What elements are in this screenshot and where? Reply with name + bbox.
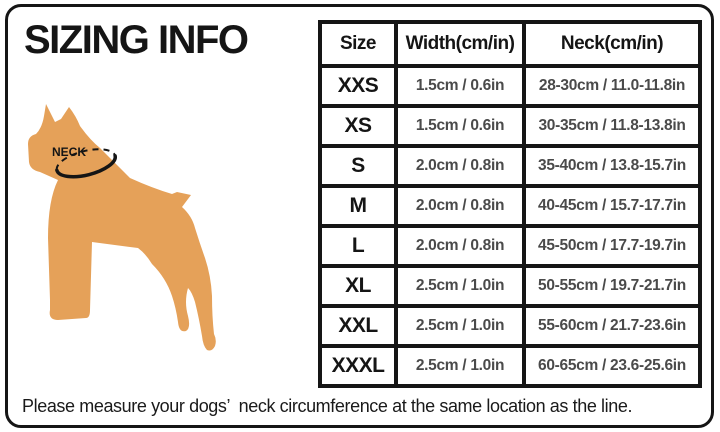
- size-label: L: [318, 224, 398, 268]
- table-row: XXL 2.5cm / 1.0in 55-60cm / 21.7-23.6in: [318, 304, 702, 348]
- width-value: 2.0cm / 0.8in: [394, 184, 526, 228]
- column-header-neck: Neck(cm/in): [522, 20, 702, 68]
- table-row: XXXL 2.5cm / 1.0in 60-65cm / 23.6-25.6in: [318, 344, 702, 388]
- neck-value: 30-35cm / 11.8-13.8in: [522, 104, 702, 148]
- width-value: 2.0cm / 0.8in: [394, 144, 526, 188]
- size-label: XXL: [318, 304, 398, 348]
- column-header-size: Size: [318, 20, 398, 68]
- table-row: S 2.0cm / 0.8in 35-40cm / 13.8-15.7in: [318, 144, 702, 188]
- collar-measure-line: [55, 148, 117, 179]
- size-label: XXS: [318, 64, 398, 108]
- table-row: L 2.0cm / 0.8in 45-50cm / 17.7-19.7in: [318, 224, 702, 268]
- neck-value: 45-50cm / 17.7-19.7in: [522, 224, 702, 268]
- table-row: XL 2.5cm / 1.0in 50-55cm / 19.7-21.7in: [318, 264, 702, 308]
- dog-body-shape: [28, 104, 216, 351]
- width-value: 2.0cm / 0.8in: [394, 224, 526, 268]
- width-value: 2.5cm / 1.0in: [394, 304, 526, 348]
- dog-diagram: NECK: [18, 88, 233, 363]
- neck-value: 40-45cm / 15.7-17.7in: [522, 184, 702, 228]
- collar-solid-arc: [55, 153, 117, 179]
- neck-value: 35-40cm / 13.8-15.7in: [522, 144, 702, 188]
- width-value: 2.5cm / 1.0in: [394, 264, 526, 308]
- neck-label: NECK: [52, 145, 86, 159]
- table-header-row: Size Width(cm/in) Neck(cm/in): [318, 20, 702, 68]
- size-label: S: [318, 144, 398, 188]
- table-row: XXS 1.5cm / 0.6in 28-30cm / 11.0-11.8in: [318, 64, 702, 108]
- neck-value: 60-65cm / 23.6-25.6in: [522, 344, 702, 388]
- measurement-note: Please measure your dogs’ neck circumfer…: [22, 396, 633, 416]
- neck-value: 50-55cm / 19.7-21.7in: [522, 264, 702, 308]
- neck-value: 28-30cm / 11.0-11.8in: [522, 64, 702, 108]
- width-value: 1.5cm / 0.6in: [394, 104, 526, 148]
- table-row: M 2.0cm / 0.8in 40-45cm / 15.7-17.7in: [318, 184, 702, 228]
- size-label: XS: [318, 104, 398, 148]
- neck-value: 55-60cm / 21.7-23.6in: [522, 304, 702, 348]
- table-row: XS 1.5cm / 0.6in 30-35cm / 11.8-13.8in: [318, 104, 702, 148]
- width-value: 1.5cm / 0.6in: [394, 64, 526, 108]
- collar-dashed-arc: [55, 148, 117, 171]
- size-label: XL: [318, 264, 398, 308]
- width-value: 2.5cm / 1.0in: [394, 344, 526, 388]
- sizing-table: Size Width(cm/in) Neck(cm/in) XXS 1.5cm …: [318, 20, 702, 388]
- page-title: SIZING INFO: [24, 18, 249, 62]
- size-label: XXXL: [318, 344, 398, 388]
- dog-silhouette-icon: NECK: [28, 104, 216, 351]
- size-label: M: [318, 184, 398, 228]
- column-header-width: Width(cm/in): [394, 20, 526, 68]
